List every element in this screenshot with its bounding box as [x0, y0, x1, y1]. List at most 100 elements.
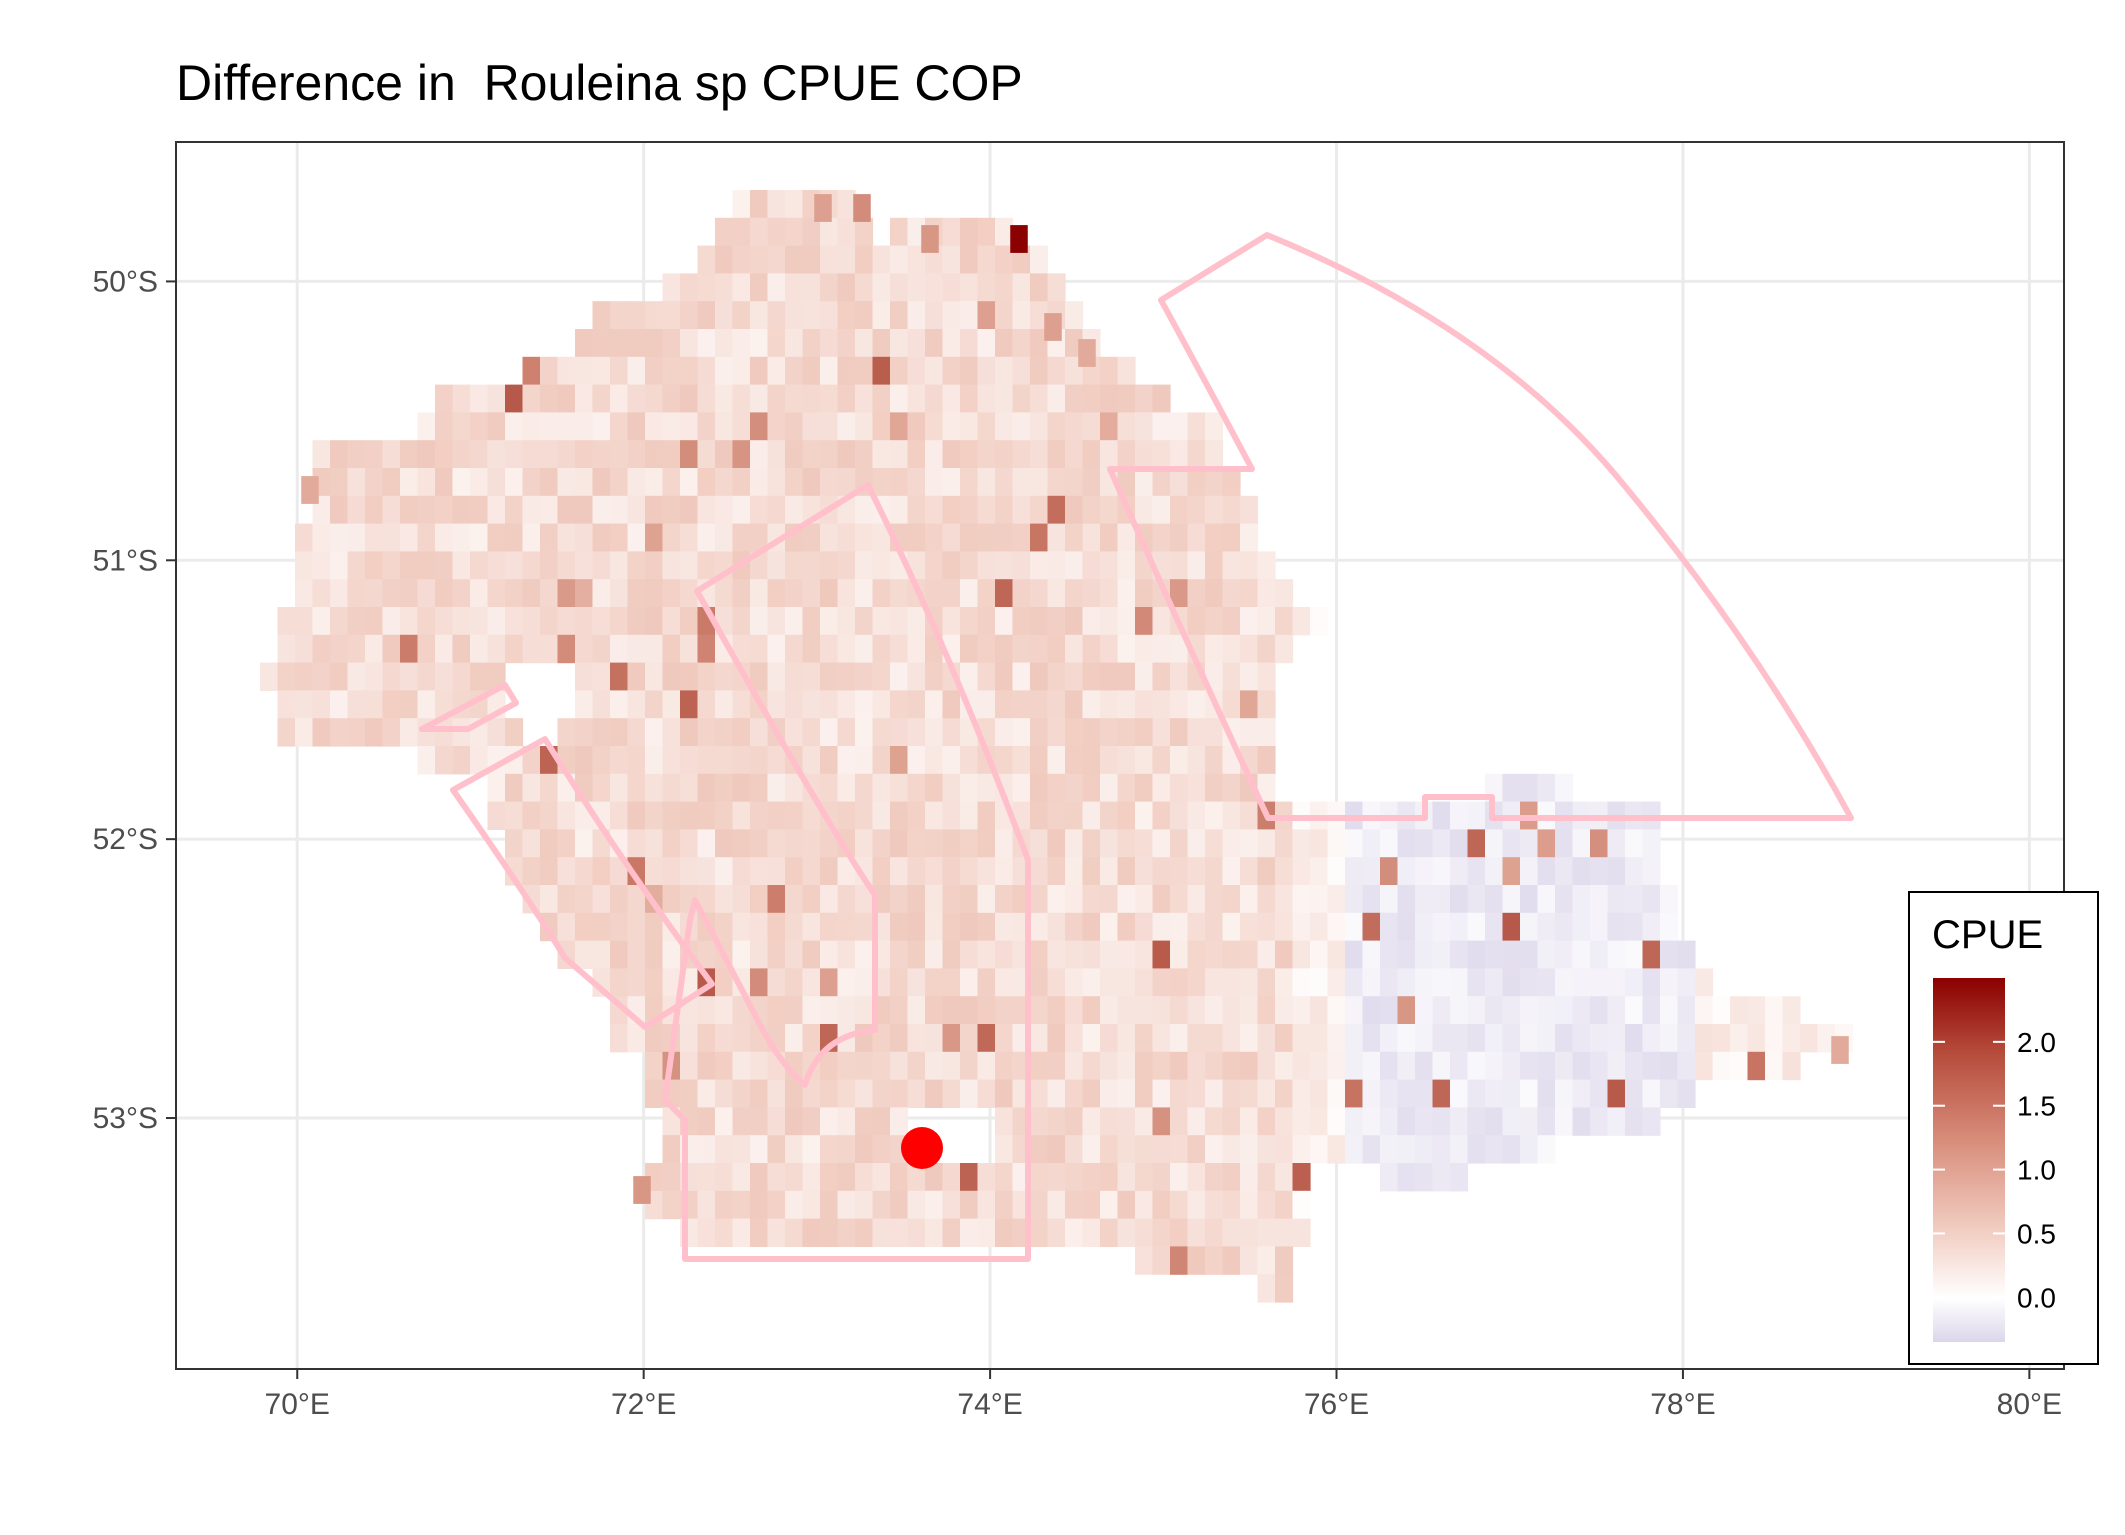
cpue-cell	[1047, 1051, 1066, 1081]
cpue-cell	[1222, 996, 1241, 1025]
cpue-cell	[1100, 384, 1119, 413]
cpue-cell	[312, 718, 331, 747]
cpue-cell	[1117, 1051, 1136, 1081]
location-marker	[901, 1127, 943, 1169]
cpue-cell	[855, 940, 874, 969]
cpue-cell	[837, 217, 856, 247]
cpue-cell	[680, 690, 699, 719]
cpue-cell	[627, 329, 646, 358]
cpue-cell	[1607, 996, 1626, 1025]
cpue-cell	[610, 718, 629, 747]
cpue-cell	[1625, 912, 1644, 942]
cpue-cell	[680, 495, 699, 525]
x-tick-label: 76°E	[1304, 1388, 1369, 1421]
cpue-cell	[487, 579, 506, 608]
cpue-cell	[347, 690, 366, 719]
cpue-cell	[365, 495, 384, 525]
x-tick-label: 70°E	[265, 1388, 330, 1421]
cpue-cell	[1135, 412, 1154, 441]
cpue-cell	[1240, 607, 1259, 636]
cpue-cell	[1362, 968, 1381, 997]
cpue-cell	[942, 801, 961, 830]
cpue-cell	[522, 468, 541, 497]
cpue-cell	[872, 718, 891, 747]
cpue-cell	[872, 829, 891, 858]
cpue-cell	[522, 412, 541, 441]
cpue-cell	[732, 1079, 751, 1108]
cpue-cell	[680, 801, 699, 830]
cpue-cell	[540, 384, 559, 413]
cpue-cell	[417, 440, 436, 469]
cpue-cell	[557, 384, 576, 413]
cpue-cell	[487, 495, 506, 525]
cpue-cell	[1327, 1024, 1346, 1053]
cpue-cell	[855, 356, 874, 386]
cpue-cell	[1065, 718, 1084, 747]
cpue-cell	[925, 912, 944, 942]
cpue-cell	[715, 801, 734, 830]
cpue-cell	[925, 829, 944, 858]
cpue-cell	[890, 273, 909, 302]
cpue-cell	[662, 440, 681, 469]
cpue-cell	[785, 718, 804, 747]
cpue-cell	[645, 912, 664, 942]
cpue-cell	[1415, 1051, 1434, 1081]
cpue-cell	[925, 857, 944, 886]
cpue-cell	[295, 579, 314, 608]
cpue-cell	[1047, 551, 1066, 580]
cpue-cell	[1502, 1024, 1521, 1053]
cpue-cell	[995, 718, 1014, 747]
cpue-cell	[1537, 1107, 1556, 1136]
cpue-cell	[785, 912, 804, 942]
cpue-cell	[312, 440, 331, 469]
cpue-cell	[662, 1135, 681, 1164]
cpue-cell	[1485, 829, 1504, 858]
cpue-cell	[575, 634, 594, 664]
cpue-cell	[925, 440, 944, 469]
cpue-cell	[1555, 1107, 1574, 1136]
cpue-cell	[767, 996, 786, 1025]
cpue-cell	[295, 690, 314, 719]
cpue-cell	[540, 468, 559, 497]
cpue-cell	[1502, 857, 1521, 886]
cpue-cell	[1012, 634, 1031, 664]
cpue-cell	[995, 1135, 1014, 1164]
cpue-cell	[837, 1079, 856, 1108]
cpue-cell	[715, 829, 734, 858]
cpue-cell	[540, 773, 559, 803]
cpue-cell	[1117, 634, 1136, 664]
cpue-cell	[1100, 1163, 1119, 1192]
legend-label: 1.5	[2017, 1091, 2056, 1122]
cpue-cell	[1292, 885, 1311, 914]
cpue-cell	[802, 746, 821, 775]
cpue-cell	[662, 551, 681, 580]
cpue-cell	[942, 1024, 961, 1053]
cpue-cell	[1222, 1218, 1241, 1247]
cpue-cell	[1205, 495, 1224, 525]
cpue-cell	[1100, 690, 1119, 719]
cpue-cell	[1240, 662, 1259, 691]
cpue-cell	[1625, 940, 1644, 969]
cpue-cell	[1310, 1051, 1329, 1081]
cpue-cell	[697, 440, 716, 469]
cpue-cell	[1450, 1079, 1469, 1108]
cpue-cell	[715, 718, 734, 747]
cpue-cell	[662, 495, 681, 525]
cpue-cell	[1030, 607, 1049, 636]
cpue-cell	[557, 634, 576, 664]
cpue-cell	[925, 1190, 944, 1220]
cpue-cell	[575, 523, 594, 552]
cpue-cell	[627, 885, 646, 914]
cpue-cell	[1205, 468, 1224, 497]
cpue-cell	[942, 1051, 961, 1081]
cpue-cell	[820, 1218, 839, 1247]
cpue-cell	[1100, 996, 1119, 1025]
cpue-cell	[365, 607, 384, 636]
cpue-cell	[995, 1024, 1014, 1053]
cpue-cell	[540, 634, 559, 664]
cpue-cell	[837, 607, 856, 636]
cpue-cell	[1047, 940, 1066, 969]
cpue-cell	[925, 412, 944, 441]
cpue-cell	[575, 940, 594, 969]
cpue-cell	[837, 746, 856, 775]
